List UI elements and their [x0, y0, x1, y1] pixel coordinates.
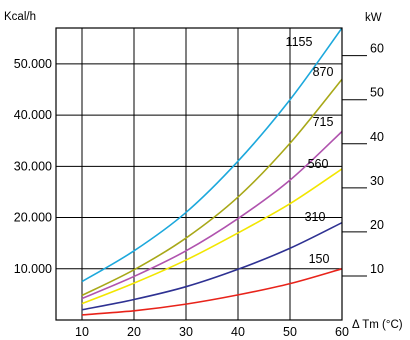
left-tick-label: 10.000	[14, 262, 52, 276]
series-line-560	[81, 168, 342, 305]
series-label-560: 560	[308, 157, 329, 171]
right-tick-label: 30	[370, 174, 384, 188]
series-label-310: 310	[305, 210, 326, 224]
x-tick-label: 20	[127, 325, 141, 339]
axes	[55, 27, 367, 321]
left-tick-label: 30.000	[14, 159, 52, 173]
series-label-870: 870	[313, 65, 334, 79]
right-tick-label: 60	[370, 42, 384, 56]
labels: Kcal/h kW Δ Tm (°C) 10 20 30 40 50 60 10.000 20…	[4, 11, 403, 339]
right-tick-label: 20	[370, 218, 384, 232]
x-axis-unit-label: Δ Tm (°C)	[352, 319, 403, 331]
left-tick-label: 50.000	[14, 57, 52, 71]
x-tick-label: 50	[283, 325, 297, 339]
series-label-715: 715	[313, 115, 334, 129]
series-label-1155: 1155	[286, 35, 313, 49]
plot-frame	[55, 27, 343, 321]
left-axis-unit-label: Kcal/h	[4, 11, 36, 23]
series-line-715	[81, 130, 342, 300]
series-label-150: 150	[309, 252, 330, 266]
right-tick-label: 50	[370, 86, 384, 100]
series-line-1155	[81, 28, 342, 283]
left-tick-label: 40.000	[14, 108, 52, 122]
right-tick-label: 40	[370, 130, 384, 144]
x-tick-label: 60	[335, 325, 349, 339]
x-tick-label: 30	[179, 325, 193, 339]
series-lines	[81, 28, 342, 316]
left-tick-label: 20.000	[14, 211, 52, 225]
grid	[56, 28, 343, 320]
right-tick-label: 10	[370, 262, 384, 276]
series-line-870	[81, 78, 342, 297]
x-tick-label: 10	[75, 325, 89, 339]
series-line-150	[81, 268, 342, 316]
series-line-310	[81, 221, 342, 311]
right-axis-unit-label: kW	[365, 12, 382, 24]
x-tick-label: 40	[231, 325, 245, 339]
